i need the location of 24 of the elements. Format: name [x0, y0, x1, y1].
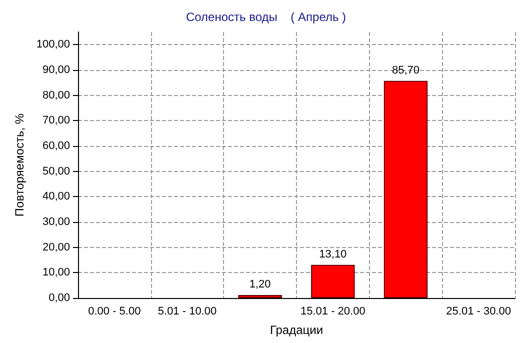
- y-tick-label: 20,00: [42, 241, 70, 254]
- y-tick-label: 40,00: [42, 190, 70, 203]
- x-axis-title: Градации: [270, 323, 324, 337]
- chart-title: Соленость воды ( Апрель ): [186, 10, 346, 24]
- data-label: 13,10: [319, 248, 347, 260]
- y-tick-label: 90,00: [42, 64, 70, 76]
- y-tick-label: 80,00: [42, 89, 70, 102]
- y-axis-title: Повторяемость, %: [12, 113, 26, 217]
- x-tick-label: 25.01 - 30.00: [446, 306, 512, 318]
- y-tick-label: 60,00: [42, 140, 70, 152]
- x-tick-label: 5.01 - 10.00: [158, 306, 217, 318]
- x-tick-label: 15.01 - 20.00: [300, 306, 366, 318]
- data-label: 85,70: [392, 64, 420, 76]
- y-tick-label: 10,00: [42, 266, 70, 279]
- y-tick-label: 30,00: [42, 216, 70, 228]
- bar: [384, 80, 428, 298]
- y-tick-label: 50,00: [42, 165, 70, 178]
- y-tick-label: 0,00: [48, 292, 70, 304]
- y-tick-label: 70,00: [42, 114, 70, 127]
- y-tick-label: 100,00: [36, 38, 70, 51]
- bar: [311, 264, 355, 298]
- data-label: 1,20: [249, 278, 271, 290]
- bar: [238, 294, 282, 298]
- x-tick-label: 0.00 - 5.00: [88, 306, 141, 318]
